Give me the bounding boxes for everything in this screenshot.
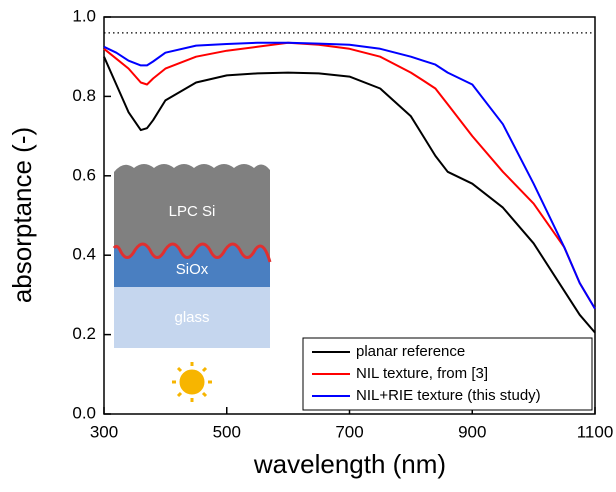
x-tick-label: 700 <box>335 422 363 441</box>
legend-label: planar reference <box>356 343 465 360</box>
legend-box <box>302 337 593 411</box>
data-line <box>103 41 596 310</box>
y-tick-label: 1.0 <box>72 6 96 25</box>
texture-line <box>112 242 272 263</box>
inset-label: glass <box>174 309 209 326</box>
legend-label: NIL+RIE texture (this study) <box>356 387 541 404</box>
legend-label: NIL texture, from [3] <box>356 365 488 382</box>
si-layer <box>114 164 270 262</box>
inset-diagram: LPC Si SiOx glass <box>112 164 272 402</box>
y-tick-label: 0.2 <box>72 324 96 343</box>
y-axis-title: absorptance (-) <box>7 127 37 303</box>
y-tick-label: 0.6 <box>72 165 96 184</box>
glass-layer <box>114 287 270 348</box>
x-tick-label: 900 <box>458 422 486 441</box>
x-tick-label: 300 <box>90 422 118 441</box>
y-tick-label: 0.8 <box>72 86 96 105</box>
inset-label: SiOx <box>176 261 209 278</box>
inset-label: LPC Si <box>169 203 216 220</box>
data-line <box>103 41 596 310</box>
x-tick-label: 1100 <box>577 422 614 441</box>
y-tick-label: 0.0 <box>72 403 96 422</box>
sun-icon <box>172 362 212 402</box>
data-line <box>103 56 596 334</box>
y-tick-label: 0.4 <box>72 245 96 264</box>
x-axis-title: wavelength (nm) <box>253 449 446 479</box>
x-tick-label: 500 <box>213 422 241 441</box>
